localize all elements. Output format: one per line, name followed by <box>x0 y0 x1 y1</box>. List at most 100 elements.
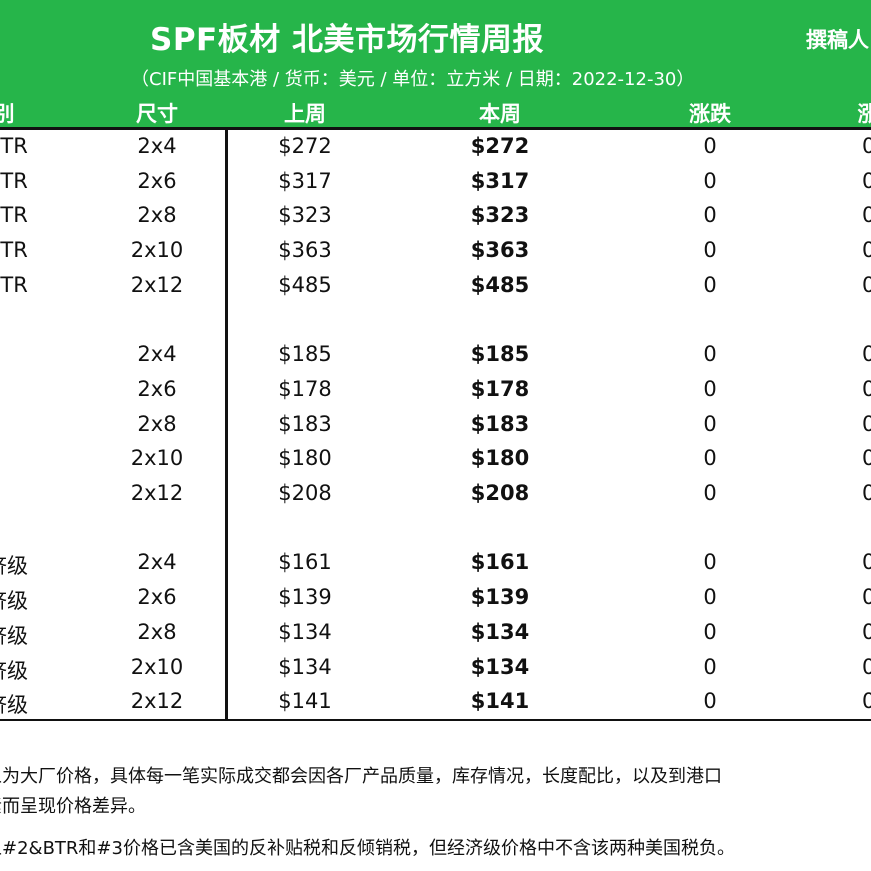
header-divider <box>0 127 871 130</box>
this-week-price: $139 <box>470 585 530 610</box>
size-cell: 2x12 <box>130 481 184 505</box>
change-pct-value: 0 <box>862 411 871 436</box>
grade-cell: 济级 <box>0 693 28 718</box>
col-header-change: 涨跌 <box>689 102 731 126</box>
note-line-2: 素而呈现价格差异。 <box>0 796 146 817</box>
last-week-price: $134 <box>278 619 332 644</box>
last-week-price: $185 <box>278 342 332 367</box>
this-week-price: $134 <box>470 654 530 679</box>
table-bottom-border <box>0 719 871 721</box>
grade-cell: 济级 <box>0 589 28 614</box>
grade-cell: 济级 <box>0 554 28 579</box>
last-week-price: $139 <box>278 585 332 610</box>
size-cell: 2x10 <box>130 654 184 679</box>
table-row: BTR 2x4 $272 $272 0 0 <box>0 131 871 166</box>
change-value: 0 <box>703 238 717 263</box>
table-row: BTR 2x12 $485 $485 0 0 <box>0 270 871 305</box>
last-week-price: $134 <box>278 654 332 679</box>
column-divider <box>225 130 228 721</box>
last-week-price: $317 <box>278 168 332 193</box>
table-row: 济级 2x4 $161 $161 0 0 <box>0 547 871 582</box>
change-value: 0 <box>703 342 717 367</box>
change-value: 0 <box>703 446 717 471</box>
change-pct-value: 0 <box>862 619 871 644</box>
size-cell: 2x12 <box>130 689 184 714</box>
size-cell: 2x8 <box>137 619 177 644</box>
table-row: BTR 2x6 $317 $317 0 0 <box>0 166 871 201</box>
change-value: 0 <box>703 550 717 575</box>
col-header-this-week: 本周 <box>479 102 521 126</box>
change-pct-value: 0 <box>862 272 871 297</box>
change-value: 0 <box>703 689 717 714</box>
this-week-price: $180 <box>470 446 530 471</box>
change-value: 0 <box>703 619 717 644</box>
change-pct-value: 0 <box>862 446 871 471</box>
last-week-price: $178 <box>278 376 332 401</box>
grade-cell: BTR <box>0 272 28 297</box>
note-line-1: 上为大厂价格，具体每一笔实际成交都会因各厂产品质量，库存情况，长度配比，以及到港… <box>0 766 722 787</box>
size-cell: 2x12 <box>130 272 184 297</box>
this-week-price: $183 <box>470 411 530 436</box>
this-week-price: $323 <box>470 203 530 228</box>
this-week-price: $317 <box>470 168 530 193</box>
note-line-3: 上#2&BTR和#3价格已含美国的反补贴税和反倾销税，但经济级价格中不含该两种美… <box>0 838 735 859</box>
change-pct-value: 0 <box>862 376 871 401</box>
change-value: 0 <box>703 272 717 297</box>
change-value: 0 <box>703 203 717 228</box>
change-pct-value: 0 <box>862 134 871 158</box>
size-cell: 2x8 <box>137 411 177 436</box>
size-cell: 2x10 <box>130 446 184 471</box>
change-pct-value: 0 <box>862 550 871 575</box>
last-week-price: $363 <box>278 238 332 263</box>
this-week-price: $161 <box>470 550 530 575</box>
change-value: 0 <box>703 134 717 158</box>
notes-section: 上为大厂价格，具体每一笔实际成交都会因各厂产品质量，库存情况，长度配比，以及到港… <box>0 762 871 864</box>
this-week-price: $272 <box>470 134 530 158</box>
table-row: 济级 2x12 $141 $141 0 0 <box>0 686 871 721</box>
size-cell: 2x4 <box>137 134 177 158</box>
this-week-price: $185 <box>470 342 530 367</box>
last-week-price: $141 <box>278 689 332 714</box>
size-cell: 2x4 <box>137 550 177 575</box>
change-pct-value: 0 <box>862 238 871 263</box>
col-header-last-week: 上周 <box>284 102 326 126</box>
report-title: SPF板材 北美市场行情周报 <box>150 22 545 58</box>
table-row: 济级 2x6 $139 $139 0 0 <box>0 582 871 617</box>
last-week-price: $161 <box>278 550 332 575</box>
size-cell: 2x4 <box>137 342 177 367</box>
report-header: SPF板材 北美市场行情周报 撰稿人 （CIF中国基本港 / 货币：美元 / 单… <box>0 0 871 130</box>
last-week-price: $485 <box>278 272 332 297</box>
col-header-grade: 别 <box>0 102 15 126</box>
col-header-change-pct: 涨 <box>857 102 871 126</box>
last-week-price: $180 <box>278 446 332 471</box>
change-pct-value: 0 <box>862 585 871 610</box>
this-week-price: $141 <box>470 689 530 714</box>
grade-cell: BTR <box>0 168 28 193</box>
this-week-price: $178 <box>470 376 530 401</box>
grade-cell: BTR <box>0 203 28 228</box>
size-cell: 2x10 <box>130 238 184 263</box>
report-subtitle: （CIF中国基本港 / 货币：美元 / 单位：立方米 / 日期：2022-12-… <box>131 69 695 90</box>
this-week-price: $208 <box>470 481 530 505</box>
this-week-price: $363 <box>470 238 530 263</box>
grade-cell: BTR <box>0 134 28 158</box>
size-cell: 2x8 <box>137 203 177 228</box>
change-pct-value: 0 <box>862 203 871 228</box>
size-cell: 2x6 <box>137 376 177 401</box>
change-value: 0 <box>703 168 717 193</box>
this-week-price: $134 <box>470 619 530 644</box>
change-value: 0 <box>703 654 717 679</box>
last-week-price: $208 <box>278 481 332 505</box>
grade-cell: 济级 <box>0 658 28 683</box>
last-week-price: $272 <box>278 134 332 158</box>
table-row: BTR 2x10 $363 $363 0 0 <box>0 235 871 270</box>
col-header-size: 尺寸 <box>136 102 178 126</box>
table-row: BTR 2x8 $323 $323 0 0 <box>0 200 871 235</box>
author-label: 撰稿人 <box>806 28 869 52</box>
last-week-price: $323 <box>278 203 332 228</box>
